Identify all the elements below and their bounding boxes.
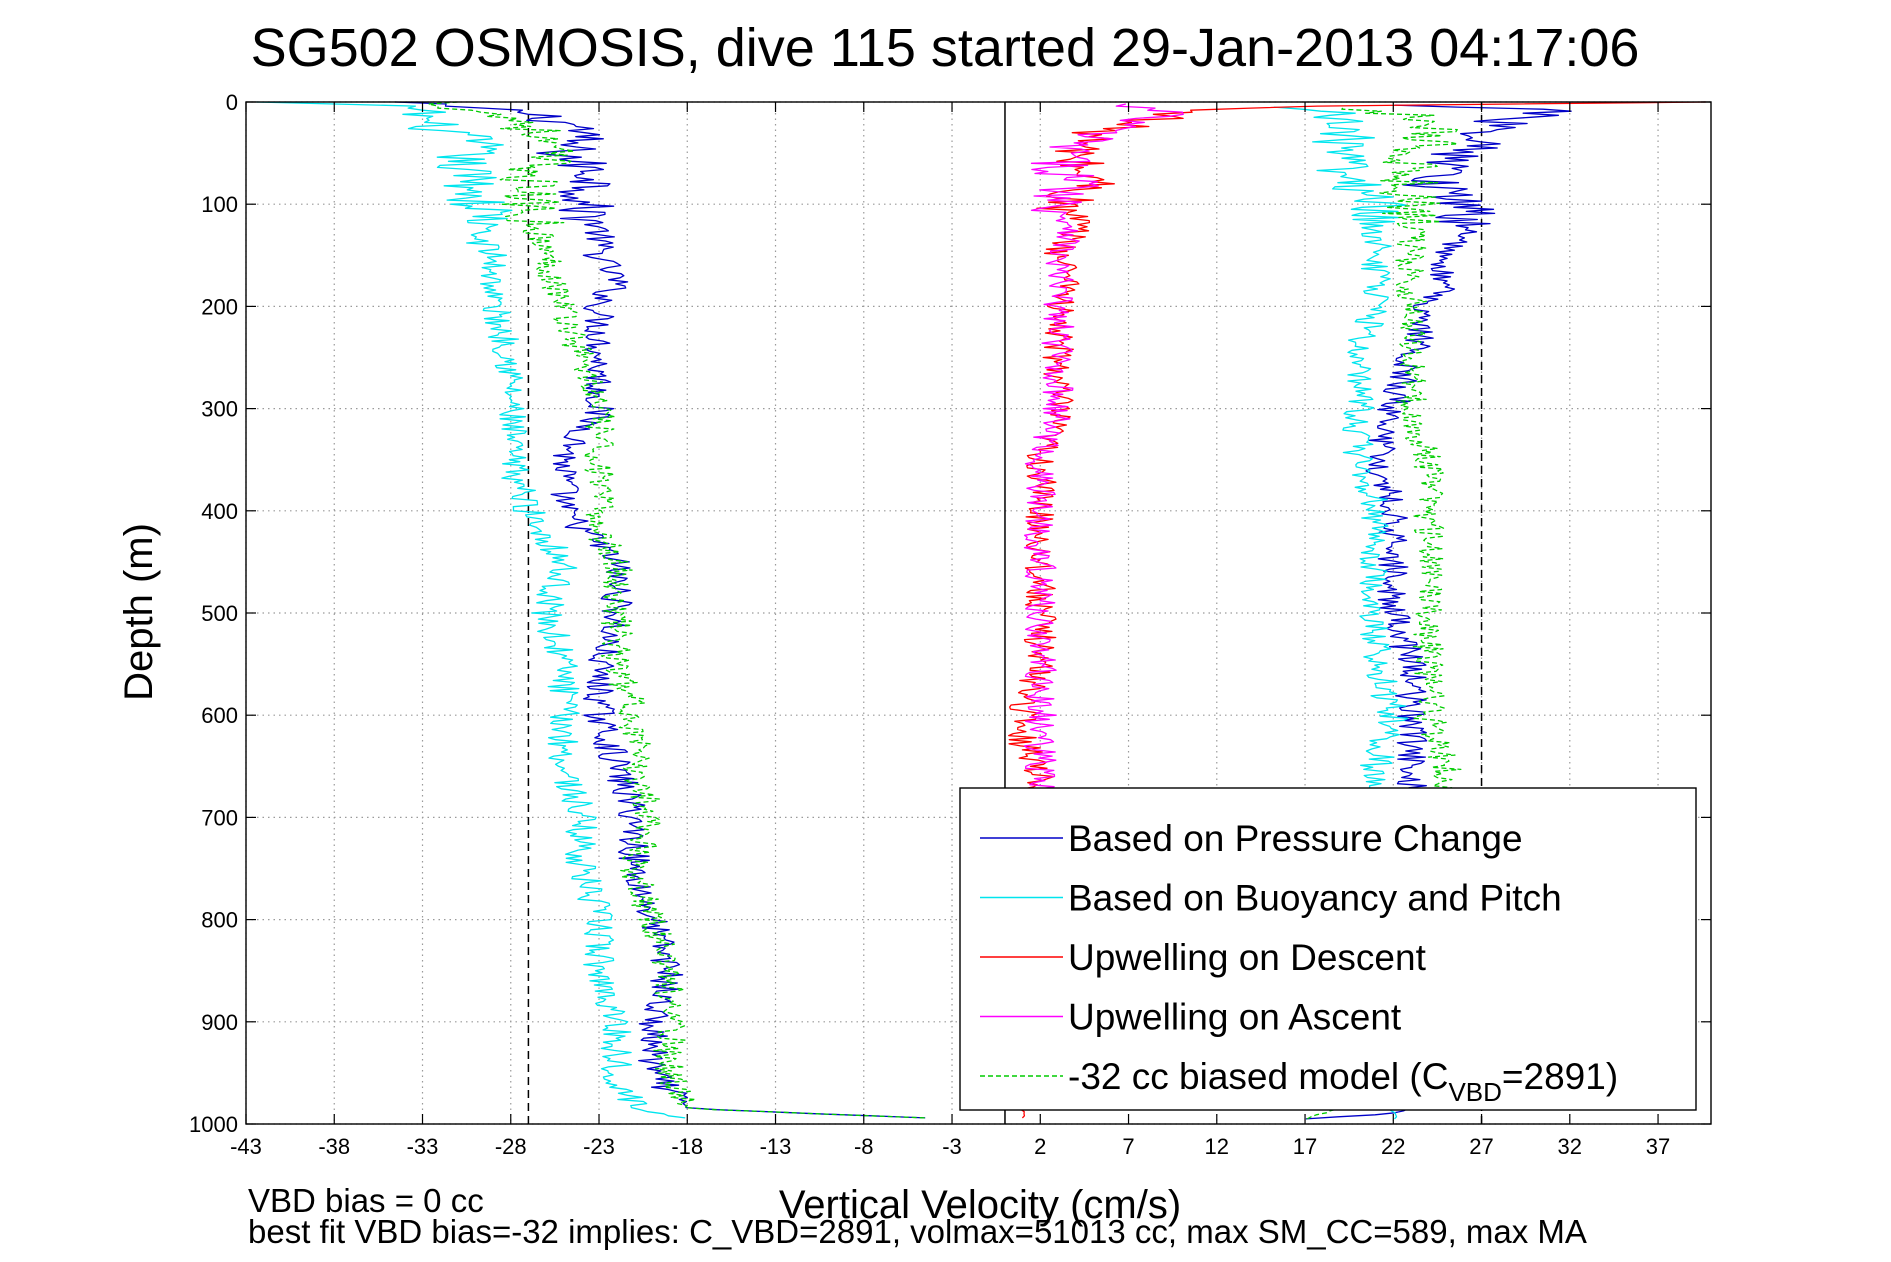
y-tick-label: 400 (201, 499, 238, 524)
legend-label: Upwelling on Ascent (1068, 997, 1402, 1038)
y-tick-label: 300 (201, 397, 238, 422)
legend-label: -32 cc biased model (CVBD=2891) (1068, 1056, 1618, 1107)
x-tick-label: -28 (495, 1134, 527, 1159)
legend-label-prefix: -32 cc biased model (C (1068, 1056, 1448, 1097)
y-tick-label: 0 (226, 90, 238, 115)
x-tick-label: 2 (1034, 1134, 1046, 1159)
series-line (395, 101, 926, 1119)
y-tick-label: 700 (201, 805, 238, 830)
x-tick-label: -8 (854, 1134, 874, 1159)
legend-label-subscript: VBD (1448, 1077, 1501, 1107)
legend-label: Based on Buoyancy and Pitch (1068, 878, 1562, 919)
x-tick-label: -23 (583, 1134, 615, 1159)
footnote-best-fit: best fit VBD bias=-32 implies: C_VBD=289… (248, 1213, 1587, 1250)
legend-label: Upwelling on Descent (1068, 937, 1427, 978)
x-tick-label: -3 (942, 1134, 962, 1159)
x-tick-label: 17 (1293, 1134, 1317, 1159)
y-axis-label: Depth (m) (117, 523, 161, 701)
series-line (427, 101, 926, 1119)
y-tick-label: 100 (201, 192, 238, 217)
y-tick-label: 1000 (189, 1112, 238, 1137)
x-tick-label: 7 (1122, 1134, 1134, 1159)
y-tick-label: 200 (201, 294, 238, 319)
series-line (1023, 103, 1184, 798)
x-tick-label: 27 (1469, 1134, 1493, 1159)
x-tick-label: -38 (318, 1134, 350, 1159)
y-tick-label: 800 (201, 908, 238, 933)
x-tick-label: -43 (230, 1134, 262, 1159)
footnote-vbd-bias: VBD bias = 0 cc (248, 1182, 484, 1219)
series-line (256, 101, 686, 1119)
y-tick-label: 900 (201, 1010, 238, 1035)
x-tick-label: -33 (407, 1134, 439, 1159)
x-tick-label: -18 (671, 1134, 703, 1159)
x-axis-label: Vertical Velocity (cm/s) (779, 1183, 1181, 1227)
plot-area: -43 -38 -33 -28 -23 -18 -13 -8 -3 2 7 12 17 22 27 32 370… (189, 90, 1712, 1159)
legend-box (959, 787, 1697, 1111)
x-tick-label: 12 (1205, 1134, 1229, 1159)
chart-title: SG502 OSMOSIS, dive 115 started 29-Jan-2… (251, 18, 1640, 78)
x-tick-label: -13 (760, 1134, 792, 1159)
legend-label-suffix: =2891) (1502, 1056, 1618, 1097)
x-tick-label: 22 (1381, 1134, 1405, 1159)
y-tick-label: 500 (201, 601, 238, 626)
x-tick-label: 37 (1646, 1134, 1670, 1159)
x-tick-label: 32 (1558, 1134, 1582, 1159)
legend-label: Based on Pressure Change (1068, 818, 1523, 859)
y-tick-label: 600 (201, 703, 238, 728)
